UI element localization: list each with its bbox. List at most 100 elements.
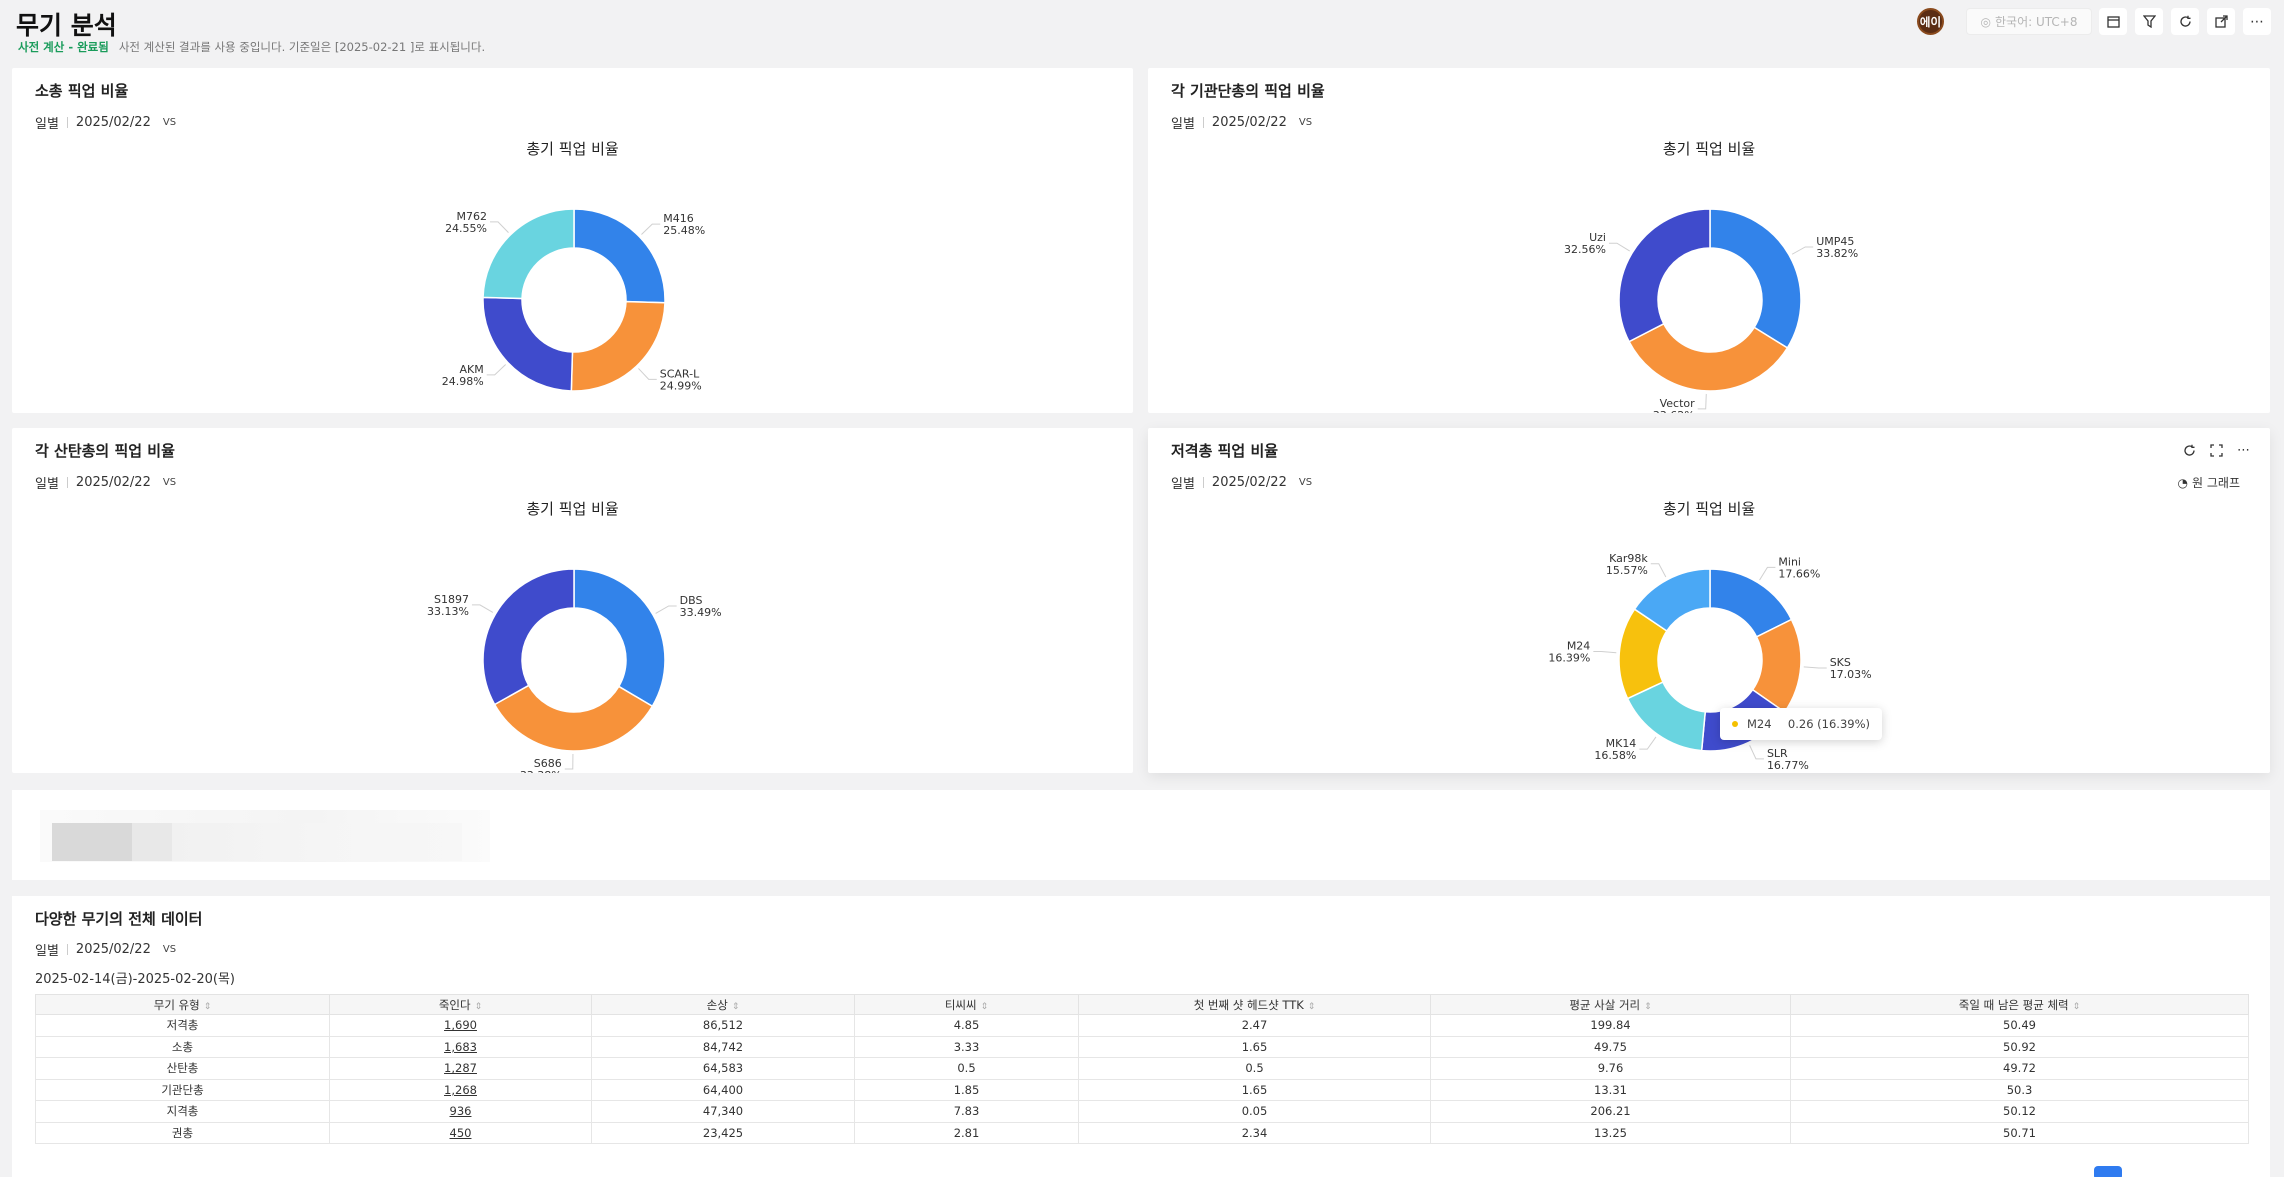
more-button[interactable]: ⋯ [2243,8,2271,35]
chart-title: 총기 픽업 비율 [1662,500,1756,518]
filter-button[interactable] [2135,8,2163,35]
pie-slice-s1897[interactable] [482,568,575,706]
kills-link[interactable]: 450 [329,1121,592,1144]
column-header[interactable]: 티씨씨 ⇕ [854,994,1079,1015]
refresh-icon[interactable] [2183,444,2196,457]
pie-slice-s686[interactable] [493,684,654,752]
table-row: 소총 1,683 84,742 3.33 1.65 49.75 50.92 [35,1035,2249,1058]
tooltip-name: M24 [1747,717,1772,731]
more-icon: ⋯ [2250,13,2264,30]
page-header: 무기 분석 사전 계산 - 완료됨 사전 계산된 결과를 사용 중입니다. 기준일… [0,0,2284,64]
column-header[interactable]: 첫 번째 샷 헤드샷 TTK ⇕ [1078,994,1431,1015]
kills-link[interactable]: 1,268 [329,1078,592,1101]
date-label[interactable]: 2025/02/22 [1211,115,1287,130]
column-header[interactable]: 죽인다 ⇕ [329,994,592,1015]
slice-percent: 25.48% [663,224,705,237]
pagination-current[interactable] [2094,1166,2122,1177]
label-leader-line [1749,745,1764,760]
kills-link[interactable]: 936 [329,1100,592,1123]
sort-icon: ⇕ [474,1001,483,1012]
pie-slice-m416[interactable] [573,208,666,304]
vs-label[interactable]: VS [1298,117,1313,128]
sort-icon: ⇕ [1644,1001,1652,1012]
period-label[interactable]: 일별 [1171,117,1195,132]
slice-percent: 33.49% [680,606,722,619]
export-button[interactable] [2207,8,2235,35]
more-icon[interactable]: ⋯ [2237,443,2250,458]
refresh-button[interactable] [2171,8,2199,35]
panel-title: 소총 픽업 비율 [35,82,129,100]
panel-title: 다양한 무기의 전체 데이터 [35,910,203,928]
chart-type-switch[interactable]: ◔ 원 그래프 [2178,474,2240,491]
pie-slice-vector[interactable] [1628,322,1789,392]
label-leader-line [1593,651,1617,654]
column-header[interactable]: 죽일 때 남은 평균 체력 ⇕ [1790,994,2249,1015]
panel-toolbar: ⋯ [2183,444,2250,457]
date-label[interactable]: 2025/02/22 [75,115,151,130]
chart-title: 총기 픽업 비율 [526,500,619,518]
column-header[interactable]: 손상 ⇕ [591,994,855,1015]
table-row: 기관단총 1,268 64,400 1.85 1.65 13.31 50.3 [35,1078,2249,1101]
timezone-select[interactable]: ◎ 한국어: UTC+8 [1966,8,2092,35]
pie-slice-kar98k[interactable] [1633,568,1711,633]
pie-slice-dbs[interactable] [573,568,666,708]
slice-percent: 17.03% [1830,668,1872,681]
period-label[interactable]: 일별 [35,117,59,132]
sort-icon: ⇕ [203,1001,212,1012]
slice-label: Vector [1660,397,1696,410]
date-label[interactable]: 2025/02/22 [1211,475,1287,490]
pie-slice-ump45[interactable] [1709,208,1802,349]
column-header[interactable]: 평균 사살 거리 ⇕ [1430,994,1791,1015]
slice-percent: 24.98% [442,375,484,388]
period-label[interactable]: 일별 [1171,477,1195,492]
label-leader-line [1759,566,1776,581]
avatar[interactable]: 에이 [1917,8,1944,35]
label-leader-line [564,753,574,770]
panel-filter[interactable]: 일별 2025/02/22 VS [1171,473,1312,492]
period-label[interactable]: 일별 [35,944,59,959]
column-header[interactable]: 무기 유형 ⇕ [35,994,330,1015]
date-label[interactable]: 2025/02/22 [75,942,151,957]
slice-label: M762 [457,210,488,223]
slice-percent: 15.57% [1606,564,1648,577]
kills-link[interactable]: 1,287 [329,1057,592,1080]
panel-filter[interactable]: 일별 2025/02/22 VS [35,113,176,132]
pie-chart-icon: ◔ [2177,475,2189,490]
slice-label: M24 [1567,640,1591,653]
table-row: 지격총 936 47,340 7.83 0.05 206.21 50.12 [35,1100,2249,1123]
vs-label[interactable]: VS [162,117,177,128]
loading-panel [12,790,2270,880]
sniper-pickup-panel: 저격총 픽업 비율 일별 2025/02/22 VS ⋯ ◔ 원 그래프 총기 픽업 … [1148,428,2270,773]
rifle-pickup-panel: 소총 픽업 비율 일별 2025/02/22 VS 총기 픽업 비율 M416 25.… [12,68,1133,413]
slice-label: AKM [459,363,483,376]
period-label[interactable]: 일별 [35,477,59,492]
slice-label: M416 [663,212,694,225]
vs-label[interactable]: VS [162,944,177,955]
slice-label: UMP45 [1816,235,1854,248]
pie-slice-scar-l[interactable] [570,300,666,392]
vs-label[interactable]: VS [1298,477,1313,488]
fullscreen-icon[interactable] [2210,444,2223,457]
label-leader-line [1608,242,1631,252]
panel-filter[interactable]: 일별 2025/02/22 VS [35,940,176,959]
panel-filter[interactable]: 일별 2025/02/22 VS [35,473,176,492]
pie-slice-m762[interactable] [482,208,575,300]
refresh-icon [2179,15,2191,27]
panel-title: 각 기관단총의 픽업 비율 [1171,82,1325,100]
pie-slice-akm[interactable] [482,296,574,392]
kills-link[interactable]: 1,683 [329,1035,592,1058]
vs-label[interactable]: VS [162,477,177,488]
panel-filter[interactable]: 일별 2025/02/22 VS [1171,113,1312,132]
panel-title: 저격총 픽업 비율 [1171,442,1279,460]
precompute-note: 사전 계산 - 완료됨 사전 계산된 결과를 사용 중입니다. 기준일은 [202… [18,39,485,55]
timezone-label: 한국어: UTC+8 [1995,15,2078,29]
date-label[interactable]: 2025/02/22 [75,475,151,490]
chart-tooltip: M24 0.26 (16.39%) [1720,708,1882,740]
kills-link[interactable]: 1,690 [329,1014,592,1037]
calendar-button[interactable] [2099,8,2127,35]
pie-slice-uzi[interactable] [1618,208,1711,343]
